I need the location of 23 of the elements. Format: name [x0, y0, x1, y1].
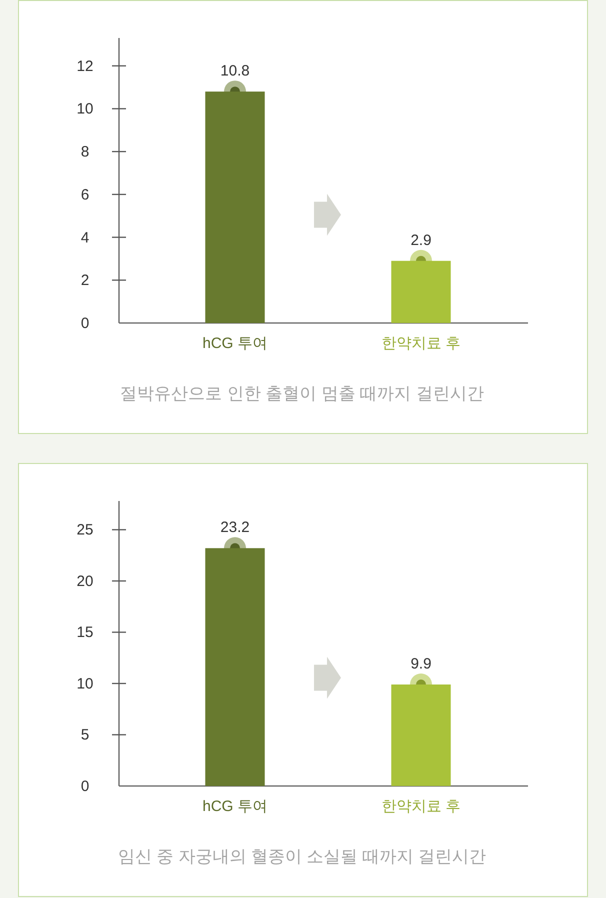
y-tick-label: 0 [80, 315, 90, 332]
y-tick-label: 8 [80, 144, 90, 161]
y-tick-label: 10 [76, 100, 94, 118]
x-tick-label: hCG 투여 [202, 798, 268, 815]
y-tick-label: 2 [80, 272, 90, 290]
data-label: 23.2 [220, 519, 250, 536]
y-tick-label: 12 [76, 58, 94, 75]
y-tick-label: 15 [76, 624, 94, 642]
y-tick-label: 10 [76, 675, 94, 692]
y-tick-label: 25 [76, 522, 94, 539]
data-label: 9.9 [410, 656, 432, 673]
y-tick-label: 6 [80, 186, 90, 204]
y-tick-label: 20 [76, 572, 94, 590]
y-tick-label: 4 [80, 229, 90, 246]
text: 임신 중 자궁내의 혈종이 소실될 때까지 걸린시간 [118, 847, 486, 866]
x-tick-label: hCG 투여 [202, 335, 268, 352]
data-label: 10.8 [220, 62, 250, 80]
y-tick-label: 0 [80, 778, 90, 795]
y-tick-label: 5 [80, 726, 90, 744]
x-tick-label: 한약치료 후 [381, 798, 461, 815]
x-tick-label: 한약치료 후 [381, 335, 461, 352]
text: 절박유산으로 인한 출혈이 멈출 때까지 걸린시간 [120, 384, 484, 403]
data-label: 2.9 [410, 232, 432, 249]
